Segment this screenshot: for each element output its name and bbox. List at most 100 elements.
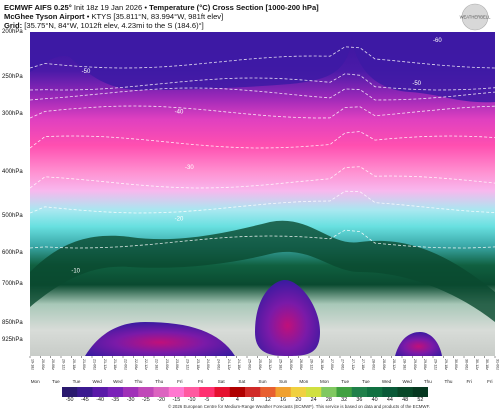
contour-label: -50	[82, 69, 91, 75]
x-day-label: Thu	[424, 379, 432, 384]
x-tick-label: 20-00z	[41, 359, 45, 370]
colorbar-segment	[397, 387, 414, 397]
x-tick-label: 23-06z	[175, 359, 179, 370]
x-tick-label: 22-12z	[144, 359, 148, 370]
cold-pool-2	[255, 280, 320, 356]
x-day-label: Wed	[113, 379, 123, 384]
contour-label: -50	[412, 81, 421, 87]
x-day-label: Wed	[402, 379, 412, 384]
x-tick-label: 25-18z	[279, 359, 283, 370]
colorbar-tick-label: 48	[402, 397, 409, 403]
colorbar-tick-label: 40	[371, 397, 378, 403]
cross-section-plot: -60 -50 -50 -40 -30 -20 -10	[30, 32, 495, 356]
colorbar-tick-label: -30	[126, 397, 135, 403]
colorbar-tick-label: -15	[172, 397, 181, 403]
x-tick-label: 30-18z	[485, 359, 489, 370]
contour-label: -60	[433, 38, 442, 44]
x-tick-label: 26-12z	[310, 359, 314, 370]
colorbar-segment	[199, 387, 215, 397]
x-tick-label: 21-06z	[93, 359, 97, 370]
colorbar-segment	[77, 387, 93, 397]
y-tick-label: 700hPa	[2, 281, 23, 288]
colorbar-segment	[260, 387, 276, 397]
y-tick-label: 850hPa	[2, 320, 23, 327]
colorbar-tick-label: -40	[96, 397, 105, 403]
colorbar-tick-label: 0	[220, 397, 224, 403]
x-day-label: Thu	[135, 379, 143, 384]
x-tick-label: 24-12z	[227, 359, 231, 370]
colorbar-segment	[367, 387, 383, 397]
x-axis: 19-18z 20-00z 20-06z 20-12z 20-18z 21-00z 21-0…	[29, 356, 500, 384]
y-tick-label: 300hPa	[2, 110, 23, 117]
colorbar-tick-label: 52	[417, 397, 424, 403]
colorbar-segment	[123, 387, 139, 397]
x-day-label: Fri	[198, 379, 203, 384]
cold-pool-1	[85, 322, 235, 356]
x-day-label: Thu	[445, 379, 453, 384]
x-day-label: Wed	[382, 379, 392, 384]
colorbar-segment	[229, 387, 246, 397]
colorbar-tick-label: -35	[111, 397, 120, 403]
x-tick-label: 28-18z	[403, 359, 407, 370]
x-tick-label: 22-00z	[124, 359, 128, 370]
header-line-2: McGhee Tyson Airport • KTYS [35.811°N, 8…	[4, 12, 224, 21]
colorbar-tick-label: 32	[341, 397, 348, 403]
colorbar-segment	[321, 387, 337, 397]
colorbar-tick-label: 24	[310, 397, 317, 403]
x-day-label: Thu	[155, 379, 163, 384]
x-tick-label: 20-12z	[62, 359, 66, 370]
y-tick-label: 400hPa	[2, 168, 23, 175]
x-tick-label: 21-00z	[82, 359, 86, 370]
colorbar-tick-label: -10	[187, 397, 196, 403]
contour-label: -30	[185, 165, 194, 171]
x-tick-label: 26-00z	[289, 359, 293, 370]
isotherm-line	[30, 46, 495, 69]
x-tick-label: 27-00z	[330, 359, 334, 370]
colorbar-segment	[62, 387, 78, 397]
isotherm-line	[30, 190, 495, 214]
x-tick-label: 28-06z	[382, 359, 386, 370]
contour-label: -40	[175, 110, 184, 116]
colorbar-segment	[412, 387, 428, 397]
colorbar	[62, 387, 428, 397]
y-tick-label: 600hPa	[2, 250, 23, 257]
colorbar-segment	[214, 387, 231, 397]
weatherbell-logo: WEATHERBELL	[460, 3, 492, 31]
colorbar-tick-label: 28	[325, 397, 332, 403]
colorbar-tick-label: 8	[251, 397, 255, 403]
x-tick-label: 21-18z	[113, 359, 117, 370]
copyright-text: © 2026 European Centre for Medium-Range …	[168, 404, 430, 409]
x-tick-label: 25-00z	[248, 359, 252, 370]
x-tick-label: 22-18z	[155, 359, 159, 370]
x-tick-label: 30-06z	[465, 359, 469, 370]
x-tick-label: 30-00z	[454, 359, 458, 370]
x-tick-label: 23-18z	[196, 359, 200, 370]
x-day-label: Tue	[73, 379, 81, 384]
x-day-label: Sun	[258, 379, 267, 384]
x-day-label: Mon	[31, 379, 40, 384]
contour-label: -20	[175, 216, 184, 222]
x-tick-label: 25-12z	[268, 359, 272, 370]
x-tick-label: 27-06z	[341, 359, 345, 370]
x-tick-label: 26-06z	[299, 359, 303, 370]
x-tick-label: 27-18z	[361, 359, 365, 370]
colorbar-tick-label: 12	[264, 397, 271, 403]
colorbar-segment	[382, 387, 398, 397]
isotherm-line	[30, 229, 495, 249]
x-day-label: Tue	[52, 379, 60, 384]
colorbar-tick-label: 20	[295, 397, 302, 403]
x-tick-label: 29-06z	[423, 359, 427, 370]
colorbar-segment	[306, 387, 322, 397]
x-tick-label: 27-12z	[351, 359, 355, 370]
colorbar-tick-label: 16	[280, 397, 287, 403]
x-day-label: Wed	[92, 379, 102, 384]
x-day-label: Mon	[320, 379, 329, 384]
x-tick-label: 22-06z	[134, 359, 138, 370]
colorbar-tick-label: 4	[235, 397, 239, 403]
x-tick-label: 25-06z	[258, 359, 262, 370]
colorbar-segment	[184, 387, 200, 397]
isotherm-line	[30, 166, 495, 189]
colorbar-segment	[245, 387, 261, 397]
svg-text:WEATHERBELL: WEATHERBELL	[460, 15, 492, 20]
x-tick-label: 24-18z	[237, 359, 241, 370]
